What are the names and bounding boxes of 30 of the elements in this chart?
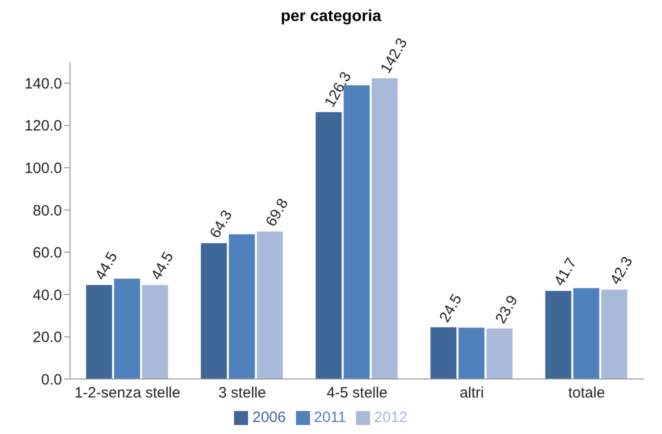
y-tick-label: 120.0 bbox=[24, 118, 62, 135]
bar bbox=[316, 112, 342, 379]
y-tick-label: 80.0 bbox=[32, 202, 62, 220]
chart-title: per categoria bbox=[280, 8, 382, 27]
y-tick-label: 100.0 bbox=[24, 160, 62, 177]
legend-label: 2011 bbox=[314, 409, 346, 426]
bar bbox=[430, 327, 456, 379]
bar bbox=[372, 78, 398, 379]
bar bbox=[545, 290, 572, 379]
x-tick-label: 3 stelle bbox=[218, 384, 266, 402]
y-tick-label: 40.0 bbox=[32, 286, 62, 304]
bar bbox=[86, 284, 112, 379]
bar bbox=[458, 328, 484, 379]
bar bbox=[142, 284, 168, 379]
x-tick-label: totale bbox=[568, 384, 605, 402]
x-tick-label: 4-5 stelle bbox=[326, 384, 388, 402]
bar bbox=[486, 328, 512, 379]
y-tick-label: 20.0 bbox=[32, 329, 62, 346]
bar bbox=[256, 231, 283, 379]
legend-label: 2006 bbox=[252, 409, 286, 426]
x-tick-label: 1-2-senza stelle bbox=[74, 384, 180, 402]
bar bbox=[601, 290, 628, 379]
legend-label: 2012 bbox=[374, 409, 408, 426]
x-tick-label: altri bbox=[460, 384, 484, 402]
bar bbox=[200, 243, 227, 379]
bar bbox=[114, 278, 140, 379]
y-tick-label: 0.0 bbox=[41, 371, 62, 388]
y-tick-label: 60.0 bbox=[32, 244, 62, 262]
y-tick-label: 140.0 bbox=[24, 75, 62, 92]
bar bbox=[573, 288, 600, 379]
